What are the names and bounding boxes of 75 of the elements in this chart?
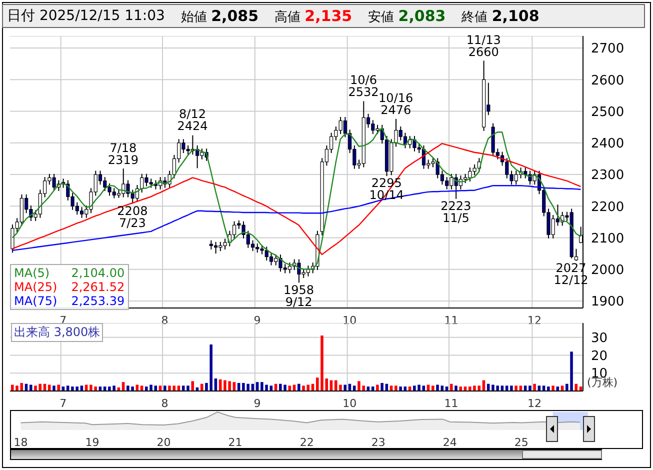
bar [533, 384, 536, 391]
candlestick [232, 220, 236, 239]
annotation: 7/18 2319 [106, 140, 140, 167]
text: MA(75) [14, 294, 58, 308]
bar [394, 386, 398, 391]
bar [399, 386, 402, 391]
bar [510, 386, 513, 391]
x-tick-label: 21 [228, 436, 242, 449]
annotation: 1958 9/12 [282, 282, 316, 309]
candlestick [306, 265, 310, 277]
y-tick-label: 2600 [591, 73, 624, 88]
y-tick-label: 2700 [591, 42, 624, 57]
bar [29, 384, 32, 391]
x-tick-label: 8 [161, 396, 168, 410]
bar [52, 386, 56, 391]
bar [191, 381, 194, 391]
annotation: 8/12 2424 [176, 107, 209, 134]
y-tick-label: 20 [591, 348, 608, 364]
x-tick-label: 24 [442, 436, 457, 449]
y-tick-label: 30 [591, 330, 608, 346]
y-tick-label: 2500 [591, 104, 624, 120]
text: 始値 2,085 [180, 6, 259, 26]
x-tick-label: 12 [527, 396, 542, 410]
bar [552, 386, 554, 391]
candlestick [20, 194, 24, 226]
annotation: 2223 11/5 [440, 198, 472, 225]
annotation: 2,104.00 [71, 266, 125, 280]
annotation: 11/13 2660 [465, 32, 502, 59]
annotation: 2,253.39 [71, 294, 125, 308]
candlestick [80, 206, 84, 218]
candlestick [214, 241, 218, 254]
bar [344, 384, 346, 391]
x-tick-label: 19 [85, 436, 100, 449]
x-tick-label: 11 [444, 396, 458, 410]
bar [450, 384, 453, 391]
candlestick [269, 252, 274, 266]
text: 終値 2,108 [462, 6, 540, 26]
candlestick [288, 262, 292, 274]
chart-title: 日付 2025/12/15 11:03 [7, 7, 165, 25]
bar [339, 384, 342, 391]
annotation: 2208 7/23 [116, 204, 149, 230]
bar [57, 384, 60, 391]
x-tick-label: 9 [254, 396, 261, 410]
bar [432, 386, 434, 391]
x-tick-label: 22 [300, 436, 314, 449]
text: 高値 2,135 [274, 6, 352, 26]
bar [459, 386, 462, 391]
y-tick-label: 2000 [591, 263, 624, 278]
bar [514, 386, 518, 391]
text: MA(5) [14, 266, 50, 280]
y-tick-label: 2300 [591, 168, 624, 184]
bar [298, 384, 300, 391]
bar [186, 386, 190, 391]
bar [547, 386, 550, 391]
bar [528, 386, 532, 391]
bar [380, 382, 384, 391]
y-tick-label: 2400 [591, 136, 624, 152]
y-tick-label: 2100 [591, 231, 624, 246]
x-tick-label: 20 [156, 436, 171, 449]
line-series [12, 142, 582, 256]
x-tick-label: 23 [371, 436, 386, 449]
y-tick-label: 2200 [591, 200, 624, 215]
y-tick-label: 1900 [591, 294, 624, 310]
bar [436, 384, 439, 391]
text: 安値 2,083 [368, 6, 446, 26]
bar [454, 386, 458, 391]
bar [163, 386, 166, 391]
bar [376, 384, 379, 391]
chart-title: 出来高 3,800株 [11, 323, 104, 342]
x-tick-label: 25 [514, 436, 528, 449]
x-tick-label: 18 [14, 436, 28, 449]
x-tick-label: 7 [60, 396, 67, 410]
x-tick-label: 10 [342, 396, 357, 410]
text: MA(25) [14, 280, 58, 294]
annotation: 2,261.52 [71, 280, 125, 294]
